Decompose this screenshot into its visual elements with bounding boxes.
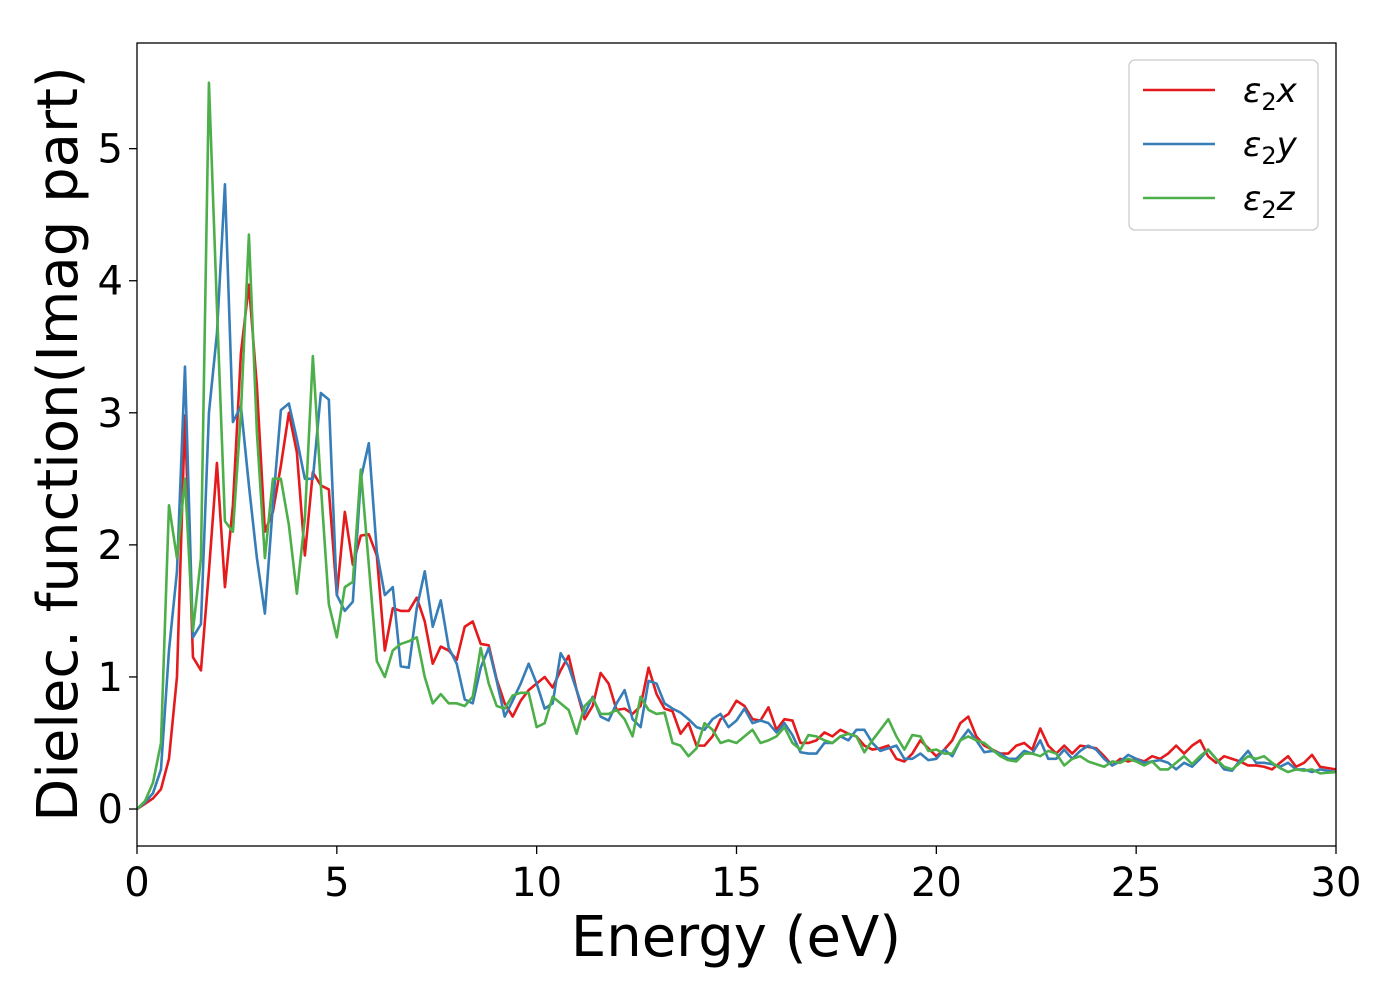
- x-tick-label: 25: [1111, 860, 1162, 906]
- y-axis-ticks: 0 1 2 3 4 5: [98, 127, 137, 833]
- series-line-z: [137, 81, 1336, 811]
- y-tick-label: 0: [98, 787, 123, 833]
- x-tick-label: 5: [324, 860, 349, 906]
- x-axis-ticks: 0 5 10 15 20 25 30: [124, 846, 1361, 906]
- legend-label-z: ε2z: [1243, 179, 1296, 224]
- y-tick-label: 4: [98, 259, 123, 305]
- legend: ε2x ε2y ε2z: [1128, 59, 1319, 231]
- y-axis-title: Dielec. function(Imag part): [26, 66, 91, 822]
- x-tick-label: 10: [511, 860, 562, 906]
- x-tick-label: 0: [124, 860, 149, 906]
- x-tick-label: 20: [911, 860, 962, 906]
- x-axis-title: Energy (eV): [571, 905, 901, 970]
- y-tick-label: 1: [98, 655, 123, 701]
- x-tick-label: 30: [1311, 860, 1362, 906]
- y-tick-label: 3: [98, 391, 123, 437]
- series-line-y: [137, 183, 1336, 811]
- series-lines: [137, 81, 1336, 811]
- y-tick-label: 2: [98, 523, 123, 569]
- legend-label-x: ε2x: [1243, 71, 1298, 116]
- legend-label-y: ε2y: [1243, 125, 1298, 170]
- legend-box: [1128, 59, 1319, 231]
- y-tick-label: 5: [98, 127, 123, 173]
- x-tick-label: 15: [711, 860, 762, 906]
